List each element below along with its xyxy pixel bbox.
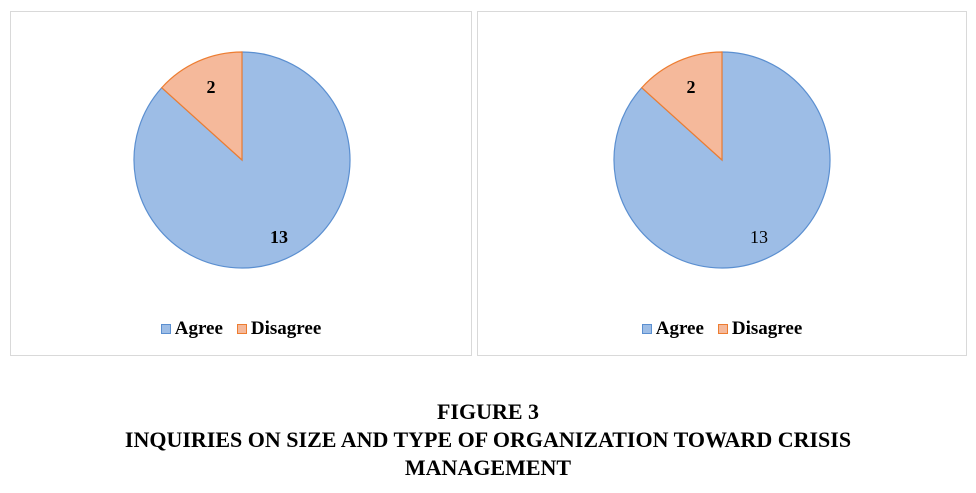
data-label-agree: 13 — [270, 227, 288, 247]
legend-label-agree: Agree — [174, 318, 223, 339]
legend-right: Agree Disagree — [478, 318, 966, 340]
figure-number: FIGURE 3 — [436, 399, 540, 424]
legend-label-agree: Agree — [655, 318, 704, 339]
legend-item-disagree: Disagree — [717, 318, 803, 340]
data-label-disagree: 2 — [687, 77, 696, 97]
legend-label-disagree: Disagree — [731, 318, 803, 339]
pie-right-plot: 13 2 — [613, 51, 831, 269]
legend-item-disagree: Disagree — [236, 318, 322, 340]
pie-slice-disagree — [640, 51, 723, 162]
agree-swatch-icon — [160, 324, 171, 334]
figure-title-line-2: MANAGEMENT — [404, 455, 572, 480]
pie-left-plot: 13 2 — [133, 51, 351, 269]
data-label-agree: 13 — [750, 227, 768, 247]
disagree-swatch-icon — [236, 324, 247, 334]
pie-chart-left: 13 2 Agree Disagree — [10, 11, 472, 356]
legend-label-disagree: Disagree — [250, 318, 322, 339]
agree-swatch-icon — [641, 324, 652, 334]
pie-chart-right: 13 2 Agree Disagree — [477, 11, 967, 356]
disagree-swatch-icon — [717, 324, 728, 334]
legend-item-agree: Agree — [160, 318, 223, 340]
legend-item-agree: Agree — [641, 318, 704, 340]
data-label-disagree: 2 — [207, 77, 216, 97]
pie-slice-disagree — [160, 51, 243, 162]
legend-left: Agree Disagree — [11, 318, 471, 340]
figure-title-line-1: INQUIRIES ON SIZE AND TYPE OF ORGANIZATI… — [124, 427, 852, 452]
